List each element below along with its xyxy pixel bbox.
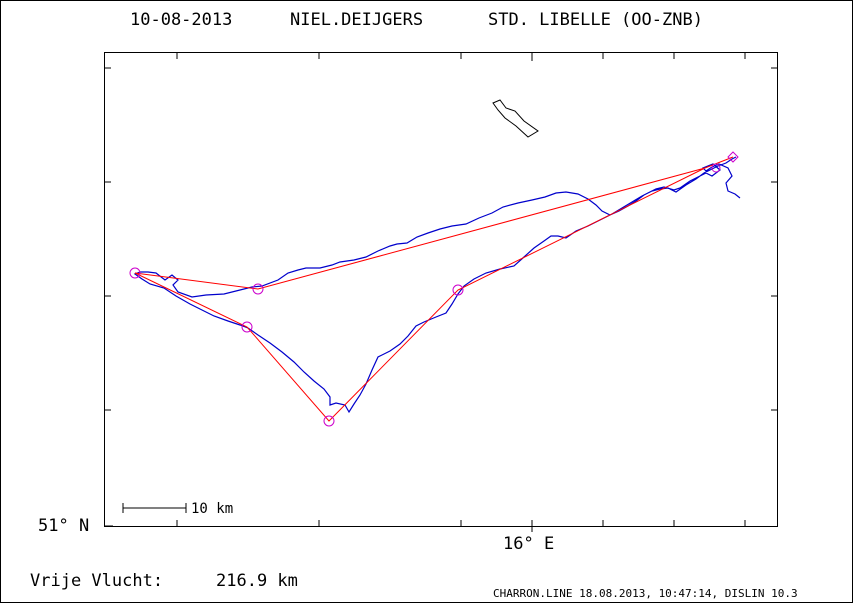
scale-bar-label: 10 km — [191, 501, 233, 517]
scale-bar — [122, 503, 187, 513]
turnpoint-marker — [252, 283, 264, 295]
turnpoint-marker — [323, 415, 335, 427]
plot-frame — [104, 52, 778, 527]
frame-ticks — [105, 53, 777, 532]
credit-line: CHARRON.LINE 18.08.2013, 10:47:14, DISLI… — [493, 587, 798, 600]
header-date: 10-08-2013 — [130, 10, 232, 30]
task-line — [134, 156, 734, 422]
longitude-label: 16° E — [503, 534, 554, 554]
turnpoint-marker — [241, 321, 253, 333]
turnpoints — [129, 151, 739, 427]
turnpoint-marker — [711, 163, 721, 173]
latitude-label: 51° N — [38, 516, 89, 536]
distance-label: Vrije Vlucht: — [30, 571, 163, 591]
start-marker — [727, 151, 739, 163]
distance-value: 216.9 km — [216, 571, 298, 591]
turnpoint-marker — [452, 284, 464, 296]
header-glider: STD. LIBELLE (OO-ZNB) — [488, 10, 703, 30]
header-pilot: NIEL.DEIJGERS — [290, 10, 423, 30]
terrain-outline — [492, 99, 539, 138]
turnpoint-marker — [129, 267, 141, 279]
